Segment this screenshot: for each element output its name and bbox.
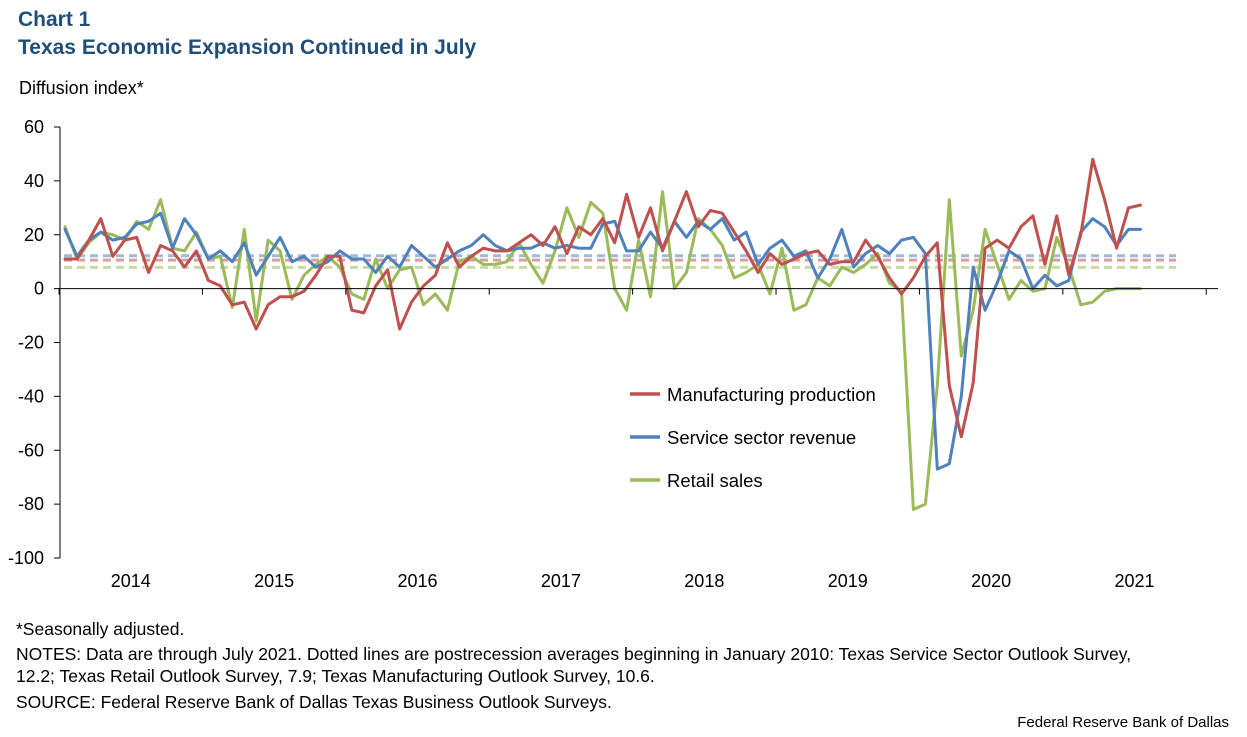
y-tick-label: -100 <box>8 548 44 568</box>
footnote-seasonal: *Seasonally adjusted. <box>16 619 185 639</box>
chart-label: Chart 1 <box>18 8 91 31</box>
credit-text: Federal Reserve Bank of Dallas <box>1017 714 1229 731</box>
legend-label: Manufacturing production <box>667 384 876 405</box>
y-tick-label: -40 <box>18 386 44 406</box>
series-line <box>63 211 1142 471</box>
line-chart: 60 40 20 0 -20 -40 -60 -80 -100 2014 2015 2016 2017 2… <box>8 117 1218 591</box>
legend-label: Retail sales <box>667 470 763 491</box>
y-axis-unit-label: Diffusion index* <box>19 78 144 98</box>
y-tick-label: -80 <box>18 494 44 514</box>
x-tick-label: 2015 <box>254 571 294 591</box>
y-tick-label: 20 <box>24 225 44 245</box>
series-line <box>63 190 1142 511</box>
y-tick-label: -20 <box>18 333 44 353</box>
legend-label: Service sector revenue <box>667 427 856 448</box>
x-tick-label: 2016 <box>398 571 438 591</box>
axes: 60 40 20 0 -20 -40 -60 -80 -100 2014 2015 2016 2017 2… <box>8 117 1218 591</box>
y-tick-label: 60 <box>24 117 44 137</box>
footnote-source: SOURCE: Federal Reserve Bank of Dallas T… <box>16 692 612 712</box>
x-tick-label: 2014 <box>111 571 151 591</box>
footnote-notes: NOTES: Data are through July 2021. Dotte… <box>16 644 1132 686</box>
chart-title: Texas Economic Expansion Continued in Ju… <box>18 36 477 59</box>
series-line <box>63 157 1142 439</box>
x-tick-label: 2018 <box>684 571 724 591</box>
x-tick-label: 2017 <box>541 571 581 591</box>
series-lines <box>63 157 1142 511</box>
y-tick-label: -60 <box>18 440 44 460</box>
x-tick-label: 2021 <box>1115 571 1155 591</box>
x-tick-label: 2020 <box>971 571 1011 591</box>
y-tick-label: 40 <box>24 171 44 191</box>
x-tick-label: 2019 <box>828 571 868 591</box>
y-tick-label: 0 <box>34 279 44 299</box>
legend: Manufacturing production Service sector r… <box>630 384 876 491</box>
